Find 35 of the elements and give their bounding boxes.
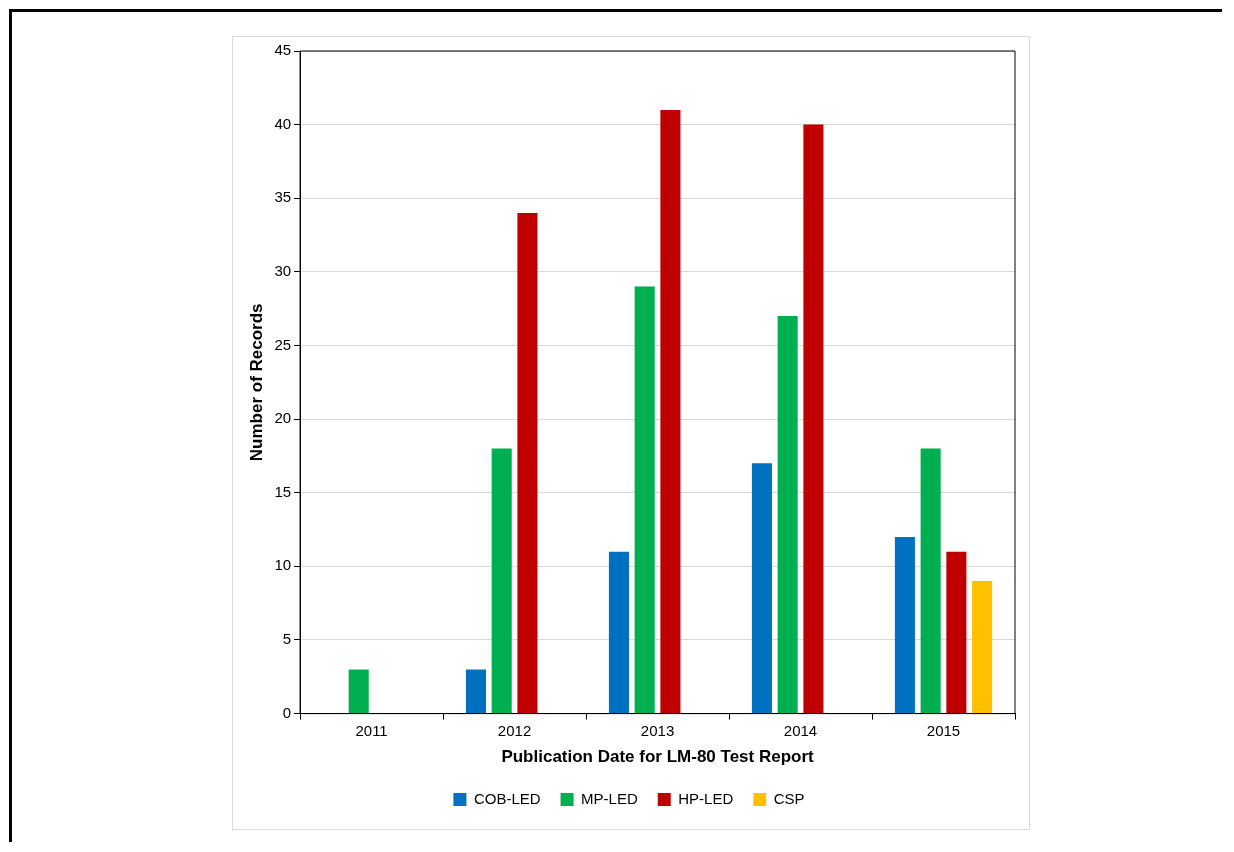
y-tick-label: 45 xyxy=(274,41,292,59)
y-tick-label: 10 xyxy=(274,556,292,574)
y-tick-label: 5 xyxy=(282,630,292,648)
y-axis-title: Number of Records xyxy=(246,303,266,462)
bar xyxy=(894,536,915,714)
bar xyxy=(465,669,486,714)
x-tick-label: 2012 xyxy=(497,721,532,739)
bar xyxy=(972,581,993,714)
y-tick-label: 25 xyxy=(274,335,292,353)
x-tick-label: 2014 xyxy=(783,721,818,739)
bar xyxy=(348,669,369,714)
legend-label: MP-LED xyxy=(581,789,638,807)
legend-label: CSP xyxy=(773,789,805,807)
bar xyxy=(608,551,629,714)
y-tick-label: 0 xyxy=(282,703,292,721)
x-tick-label: 2015 xyxy=(926,721,961,739)
bar xyxy=(946,551,967,714)
y-tick-label: 35 xyxy=(274,188,292,206)
bar xyxy=(491,448,512,714)
x-axis-title: Publication Date for LM-80 Test Report xyxy=(501,747,815,767)
bar xyxy=(920,448,941,714)
bar xyxy=(751,463,772,714)
bar xyxy=(517,212,538,714)
bar xyxy=(777,316,798,714)
y-tick-label: 15 xyxy=(274,482,292,500)
y-tick-label: 30 xyxy=(274,262,292,280)
legend-label: HP-LED xyxy=(678,789,734,807)
legend-label: COB-LED xyxy=(473,789,541,807)
x-tick-label: 2013 xyxy=(640,721,675,739)
bar xyxy=(660,109,681,714)
bar xyxy=(803,124,824,714)
y-tick-label: 40 xyxy=(274,114,292,132)
bar xyxy=(634,286,655,714)
y-tick-label: 20 xyxy=(274,409,292,427)
x-tick-label: 2011 xyxy=(355,721,388,739)
